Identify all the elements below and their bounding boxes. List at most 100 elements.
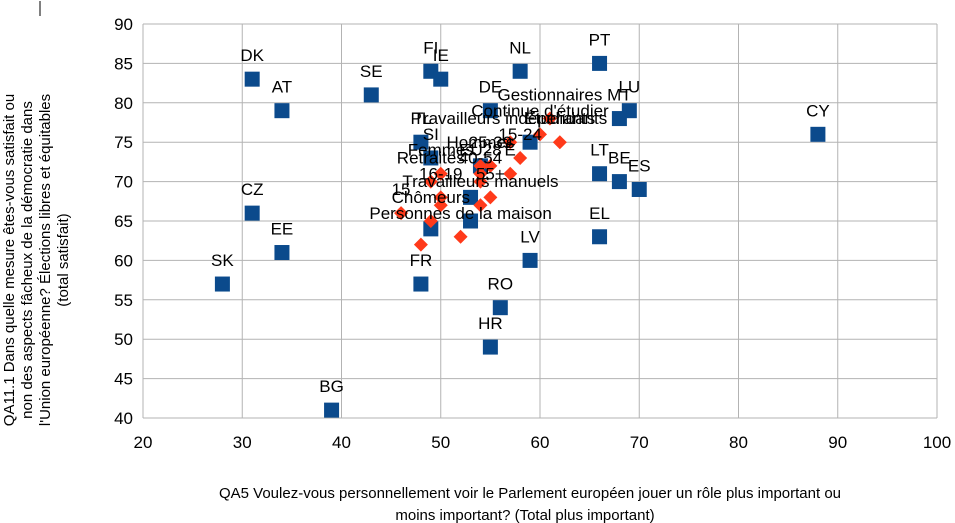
country-point: [810, 126, 826, 142]
country-point: [423, 221, 439, 237]
x-axis-title-line-2: moins important? (Total plus important): [395, 507, 654, 523]
group-label: 25-39: [469, 133, 512, 152]
country-point: [244, 71, 260, 87]
group-point: [473, 174, 488, 189]
country-label: MT: [607, 86, 632, 105]
group-point: [453, 229, 468, 244]
group-label: Chômeurs: [392, 188, 470, 207]
country-label: SK: [211, 251, 234, 270]
country-point: [482, 103, 498, 119]
country-label: LU: [618, 78, 640, 97]
group-point: [483, 190, 498, 205]
y-axis-title-line-2: non des aspects fâcheux de la démocratie…: [19, 101, 36, 419]
country-point: [512, 63, 528, 79]
x-tick-label: 50: [431, 433, 450, 452]
x-tick-labels: 20 30 40 50 60 70 80 90 100: [134, 433, 952, 452]
y-tick-label: 55: [114, 291, 133, 310]
y-tick-label: 45: [114, 370, 133, 389]
group-point: [433, 190, 448, 205]
country-label: RO: [488, 275, 514, 294]
country-label: LV: [520, 227, 540, 246]
group-point: [533, 127, 547, 142]
country-point: [274, 245, 290, 261]
country-label: DE: [479, 78, 503, 97]
country-label: PT: [589, 30, 611, 49]
y-axis-title-line-4: (total satisfait): [55, 213, 72, 306]
x-tick-label: 20: [134, 433, 153, 452]
x-axis-title-line-1: QA5 Voulez-vous personnellement voir le …: [219, 485, 841, 502]
group-point: [513, 150, 528, 165]
country-point: [324, 402, 340, 418]
country-label: ES: [628, 156, 651, 175]
y-tick-label: 65: [114, 212, 133, 231]
y-tick-label: 80: [114, 94, 133, 113]
group-label: 40-54: [459, 149, 502, 168]
country-label: SE: [360, 62, 383, 81]
group-point: [413, 237, 428, 252]
country-label: DK: [240, 46, 264, 65]
group-point: [473, 166, 488, 181]
x-tick-label: 90: [828, 433, 847, 452]
country-label: LT: [590, 141, 609, 160]
group-label: Travailleurs manuels: [402, 172, 558, 191]
country-point: [363, 87, 379, 103]
country-label: CY: [806, 101, 830, 120]
country-label: FI: [423, 38, 438, 57]
country-point: [611, 111, 627, 127]
country-label: SI: [423, 125, 439, 144]
country-point: [592, 229, 608, 245]
y-axis-title-line-3: l'Union européenne? Élections libres et …: [37, 94, 54, 426]
country-label: HR: [478, 314, 503, 333]
country-label: BG: [319, 377, 344, 396]
y-tick-label: 70: [114, 173, 133, 192]
country-point: [413, 276, 429, 292]
country-label: NL: [509, 38, 531, 57]
group-label: EU28: [459, 141, 502, 160]
data-points: [214, 55, 826, 418]
country-label: AT: [272, 78, 292, 97]
y-tick-label: 40: [114, 409, 133, 428]
y-tick-label: 90: [114, 15, 133, 34]
group-point: [423, 174, 438, 189]
y-axis-title: QA11.1 Dans quelle mesure êtes-vous sati…: [1, 94, 72, 426]
country-point: [413, 134, 429, 150]
group-label: Gestionnaires: [497, 86, 602, 105]
group-label: 16-19: [419, 164, 462, 183]
y-tick-label: 75: [114, 133, 133, 152]
country-label: EL: [589, 204, 610, 223]
x-tick-label: 60: [531, 433, 550, 452]
country-point: [274, 103, 290, 119]
group-point: [542, 111, 557, 126]
country-point: [611, 174, 627, 190]
x-tick-label: 100: [923, 433, 951, 452]
country-point: [244, 205, 260, 221]
country-point: [463, 189, 479, 205]
group-label: Personnes de la maison: [369, 204, 551, 223]
country-point: [463, 213, 479, 229]
group-point: [394, 206, 409, 221]
y-axis-title-line-1: QA11.1 Dans quelle mesure êtes-vous sati…: [1, 94, 18, 426]
group-label: Hommes: [446, 133, 514, 152]
group-label: 15: [392, 180, 411, 199]
group-label: E: [505, 141, 516, 160]
group-point: [423, 214, 438, 228]
group-point: [552, 135, 567, 150]
group-label: 55+: [476, 164, 505, 183]
group-point: [483, 158, 498, 173]
group-label: Étudiants: [524, 109, 595, 128]
y-tick-label: 50: [114, 330, 133, 349]
group-label: Continue d'étudier: [471, 101, 609, 120]
country-point: [492, 300, 508, 316]
country-label: PL: [411, 109, 432, 128]
country-point: [592, 55, 608, 71]
country-label: BE: [608, 149, 631, 168]
country-point: [522, 134, 538, 150]
group-point: [503, 135, 518, 150]
country-point: [482, 339, 498, 355]
country-point: [214, 276, 230, 292]
country-point: [522, 252, 538, 268]
y-tick-label: 85: [114, 54, 133, 73]
y-tick-labels: 40 45 50 55 60 65 70 75 80 85 90: [114, 15, 133, 428]
